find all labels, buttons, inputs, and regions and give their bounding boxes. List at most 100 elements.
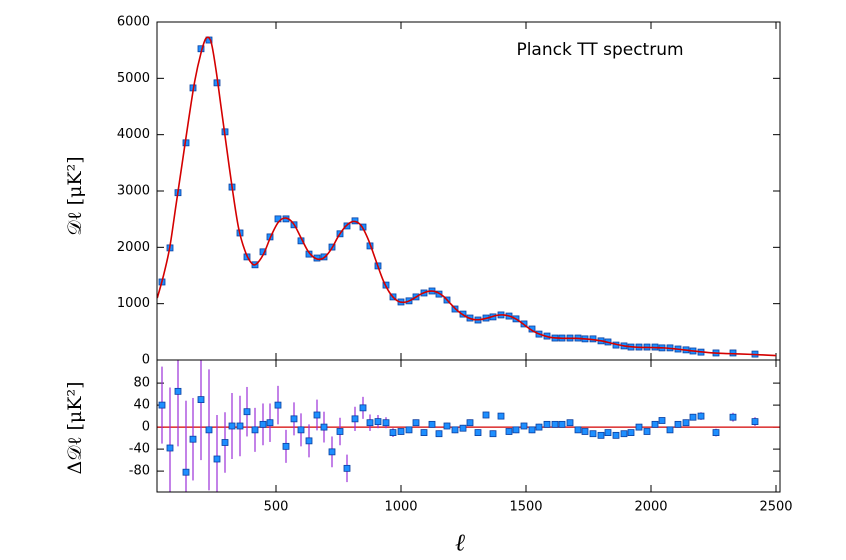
data-point bbox=[405, 426, 413, 434]
data-point bbox=[351, 415, 359, 423]
data-point bbox=[397, 428, 405, 435]
data-point bbox=[620, 430, 628, 438]
y-axis-label: 𝒟ℓ [μK²] bbox=[64, 156, 86, 235]
data-point bbox=[697, 412, 705, 420]
data-point bbox=[651, 420, 659, 428]
data-point bbox=[197, 396, 205, 404]
data-point bbox=[174, 387, 182, 395]
data-point bbox=[505, 428, 513, 435]
plot-frame bbox=[156, 359, 781, 493]
data-point bbox=[297, 426, 305, 434]
y-tick-label: 2000 bbox=[117, 240, 150, 255]
data-point bbox=[166, 444, 174, 452]
data-point bbox=[682, 419, 690, 427]
data-point bbox=[689, 413, 697, 421]
data-point bbox=[282, 442, 290, 450]
data-point bbox=[374, 418, 382, 426]
data-point bbox=[443, 422, 451, 430]
data-point bbox=[182, 468, 190, 476]
data-point bbox=[236, 422, 244, 430]
data-point bbox=[512, 426, 520, 434]
data-point bbox=[459, 424, 467, 432]
y-tick-label: -40 bbox=[129, 442, 150, 457]
data-point bbox=[604, 429, 612, 437]
data-point bbox=[243, 408, 251, 416]
x-tick-label: 1500 bbox=[509, 500, 542, 515]
data-point bbox=[328, 448, 336, 456]
data-point bbox=[535, 423, 543, 431]
data-point bbox=[313, 411, 321, 419]
data-point bbox=[274, 401, 282, 409]
data-point bbox=[597, 431, 605, 439]
x-axis-label: ℓ bbox=[455, 529, 465, 557]
data-point bbox=[674, 420, 682, 428]
y-tick-label: 0 bbox=[142, 420, 150, 435]
data-point bbox=[359, 404, 367, 412]
data-point bbox=[482, 411, 490, 419]
data-point bbox=[213, 455, 221, 463]
x-tick-label: 2000 bbox=[634, 500, 667, 515]
data-point bbox=[435, 430, 443, 438]
data-point bbox=[343, 464, 351, 472]
data-point bbox=[528, 426, 536, 434]
y-tick-label: 40 bbox=[133, 398, 150, 413]
model-line bbox=[156, 36, 777, 357]
data-point bbox=[497, 412, 505, 420]
data-point bbox=[336, 428, 344, 435]
y-tick-label: 80 bbox=[133, 376, 150, 391]
data-point bbox=[228, 422, 236, 430]
data-point bbox=[635, 423, 643, 431]
data-point bbox=[551, 420, 559, 428]
data-point bbox=[221, 439, 229, 446]
data-point bbox=[451, 426, 459, 434]
data-point bbox=[589, 430, 597, 438]
data-point bbox=[751, 418, 759, 426]
annotation: Planck TT spectrum bbox=[516, 40, 683, 60]
data-point bbox=[290, 415, 298, 423]
data-point bbox=[729, 413, 737, 421]
data-point bbox=[320, 423, 328, 431]
data-point bbox=[581, 428, 589, 435]
data-point bbox=[305, 250, 313, 258]
data-point bbox=[489, 430, 497, 438]
data-point bbox=[558, 420, 566, 428]
data-point bbox=[627, 429, 635, 437]
data-point bbox=[643, 428, 651, 435]
data-point bbox=[389, 429, 397, 437]
y-tick-label: 5000 bbox=[117, 71, 150, 86]
y-tick-label: 0 bbox=[142, 353, 150, 368]
data-point bbox=[251, 426, 259, 434]
x-tick-label: 1000 bbox=[384, 500, 417, 515]
y-tick-label: 6000 bbox=[117, 15, 150, 30]
data-point bbox=[189, 435, 197, 443]
data-point bbox=[466, 419, 474, 427]
data-point bbox=[259, 420, 267, 428]
data-point bbox=[205, 426, 213, 434]
y-tick-label: -80 bbox=[129, 464, 150, 479]
data-point bbox=[566, 419, 574, 427]
data-point bbox=[574, 426, 582, 434]
y-tick-label: 1000 bbox=[117, 296, 150, 311]
data-point bbox=[382, 419, 390, 427]
data-point bbox=[474, 429, 482, 437]
data-point bbox=[412, 419, 420, 427]
data-point bbox=[543, 420, 551, 428]
x-tick-label: 500 bbox=[264, 500, 289, 515]
data-point bbox=[658, 417, 666, 424]
data-point bbox=[158, 401, 166, 409]
data-point bbox=[520, 422, 528, 430]
y-tick-label: 4000 bbox=[117, 127, 150, 142]
data-point bbox=[305, 437, 313, 445]
data-point bbox=[366, 419, 374, 427]
data-point bbox=[666, 426, 674, 434]
y-tick-label: 3000 bbox=[117, 184, 150, 199]
x-tick-label: 2500 bbox=[759, 500, 792, 515]
data-point bbox=[266, 419, 274, 427]
data-point bbox=[712, 429, 720, 437]
data-point bbox=[428, 420, 436, 428]
plot-frame bbox=[156, 21, 781, 361]
y-axis-label: Δ𝒟ℓ [μK²] bbox=[64, 381, 86, 474]
data-point bbox=[612, 431, 620, 439]
data-point bbox=[420, 429, 428, 437]
